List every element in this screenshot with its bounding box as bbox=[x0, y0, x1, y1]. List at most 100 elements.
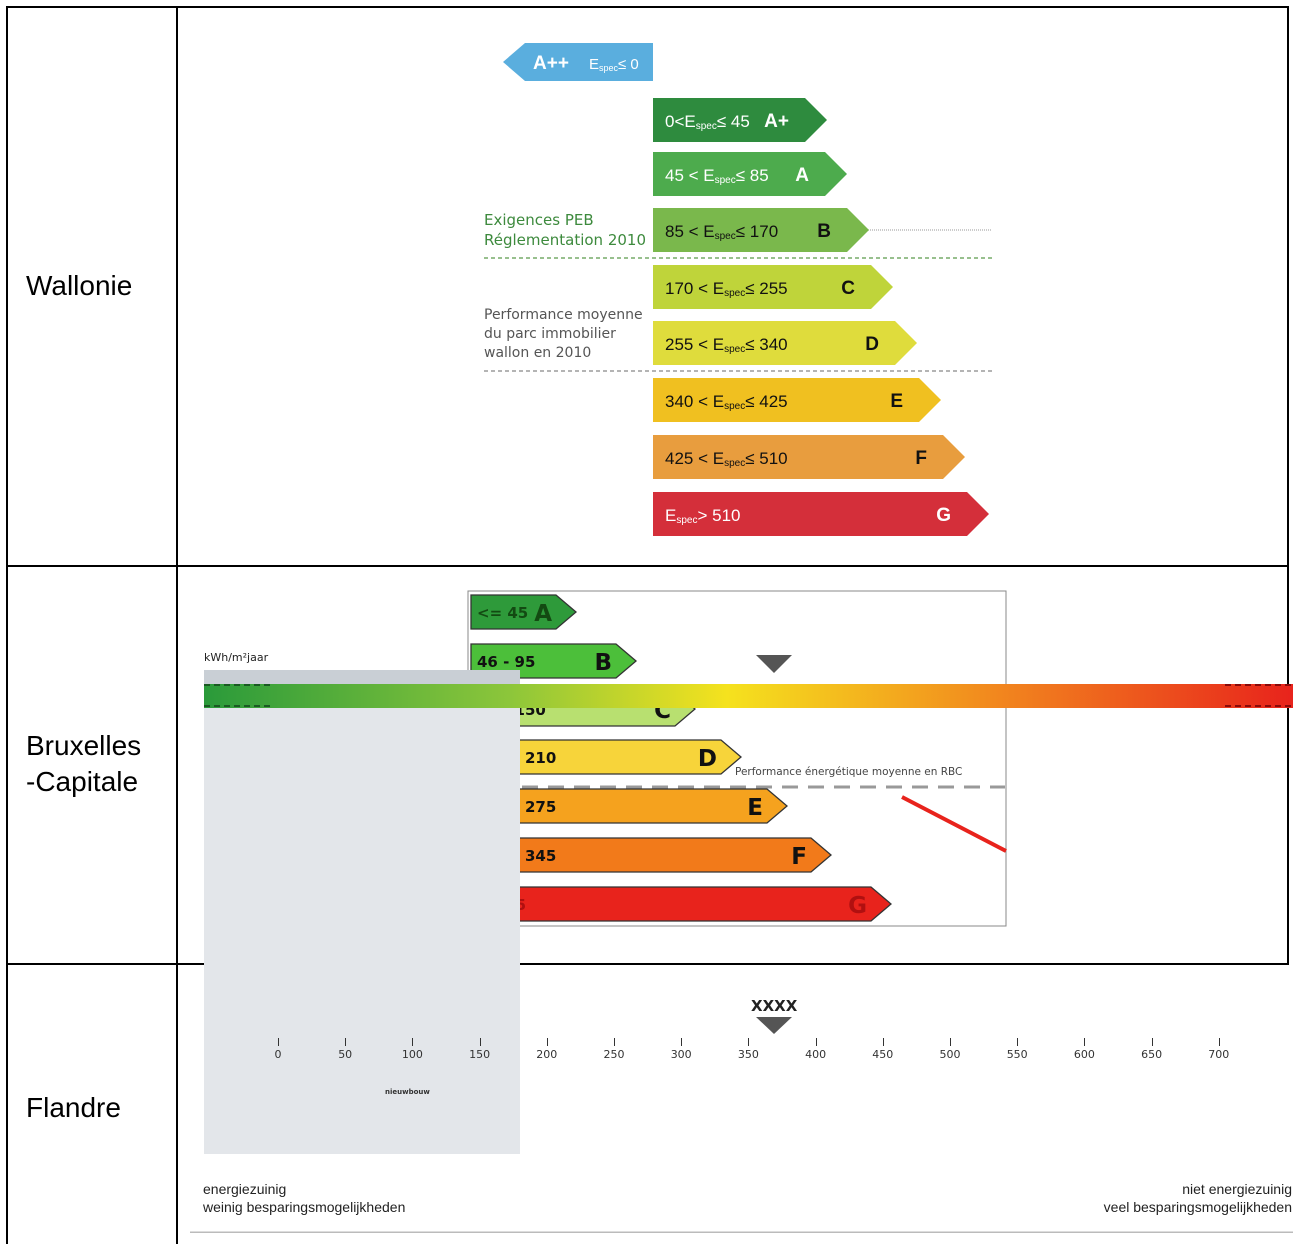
flandre-tick-mark bbox=[882, 1038, 884, 1046]
flandre-tick-label: 0 bbox=[274, 1048, 282, 1061]
table-border-mid bbox=[176, 6, 178, 1244]
flandre-tick-label: 550 bbox=[1006, 1048, 1028, 1061]
flandre-right-caption-line2: veel besparingsmogelijkheden bbox=[1103, 1199, 1292, 1215]
flandre-tick-mark bbox=[950, 1038, 951, 1046]
wallonie-class-b: 85 < Espec≤ 170 B bbox=[653, 208, 869, 252]
flandre-nieuwbouw-label: nieuwbouw bbox=[385, 1088, 430, 1096]
flandre-tick-label: 500 bbox=[939, 1048, 961, 1061]
flandre-grey-header bbox=[204, 670, 520, 684]
flandre-tick-mark bbox=[1017, 1038, 1019, 1046]
wallonie-annotation-perf: Performance moyenne du parc immobilier w… bbox=[484, 306, 643, 363]
flandre-marker-arrow bbox=[756, 1017, 792, 1034]
flandre-unit-label: kWh/m²jaar bbox=[204, 651, 269, 664]
wallonie-annotation-peb-line1: Exigences PEB bbox=[484, 211, 594, 229]
wallonie-energy-chart: A++ Espec≤ 0 0<Espec≤ 45 A+ 45 < Espec≤ 85 A 8… bbox=[484, 43, 992, 536]
flandre-tick-label: 650 bbox=[1141, 1048, 1163, 1061]
flandre-tick-label: 250 bbox=[603, 1048, 625, 1061]
flandre-tick-mark bbox=[681, 1038, 683, 1046]
wallonie-class-arrow bbox=[503, 43, 653, 81]
flandre-left-caption: energiezuinig weinig besparingsmogelijkh… bbox=[203, 1180, 405, 1216]
flandre-tick-mark bbox=[479, 1038, 481, 1046]
flandre-tick-label: 450 bbox=[872, 1048, 894, 1061]
wallonie-annotation-peb: Exigences PEB Réglementation 2010 bbox=[484, 210, 646, 250]
flandre-marker-label: XXXX bbox=[751, 997, 798, 1015]
wallonie-class-label: G bbox=[936, 505, 951, 526]
bruxelles-class-arrow bbox=[470, 594, 578, 630]
wallonie-class-label: A bbox=[795, 165, 809, 186]
wallonie-annotation-perf-line1: Performance moyenne bbox=[484, 307, 643, 323]
bruxelles-class-a: <= 45 A bbox=[470, 594, 578, 630]
table-border-left bbox=[6, 6, 8, 1244]
flandre-tick-mark bbox=[278, 1038, 279, 1046]
flandre-tick-mark bbox=[1218, 1038, 1220, 1046]
flandre-tick-label: 600 bbox=[1073, 1048, 1095, 1061]
bruxelles-red-trend-line bbox=[901, 795, 1007, 853]
wallonie-class-range: 340 < Espec≤ 425 bbox=[665, 392, 788, 412]
wallonie-class-range: 45 < Espec≤ 85 bbox=[665, 166, 769, 186]
wallonie-class-arrow bbox=[653, 492, 989, 536]
flandre-right-caption-line1: niet energiezuinig bbox=[1182, 1181, 1292, 1197]
wallonie-annotation-peb-line2: Réglementation 2010 bbox=[484, 231, 646, 249]
flandre-left-caption-line2: weinig besparingsmogelijkheden bbox=[203, 1199, 406, 1215]
wallonie-class-arrow bbox=[653, 435, 965, 479]
region-label-bruxelles: Bruxelles -Capitale bbox=[26, 728, 141, 800]
bruxelles-class-range: 46 - 95 bbox=[477, 653, 535, 671]
flandre-tick-label: 350 bbox=[737, 1048, 759, 1061]
wallonie-class-c: 170 < Espec≤ 255 C bbox=[653, 265, 893, 309]
flandre-tick-mark bbox=[748, 1038, 750, 1046]
flandre-tick-mark bbox=[1084, 1038, 1086, 1046]
table-border-top bbox=[6, 6, 1289, 8]
wallonie-class-a: 45 < Espec≤ 85 A bbox=[653, 152, 847, 196]
wallonie-class-label: B bbox=[817, 221, 831, 242]
bruxelles-average-label: Performance énergétique moyenne en RBC bbox=[735, 766, 963, 778]
wallonie-class-label: D bbox=[865, 334, 879, 355]
wallonie-class-range: 0<Espec≤ 45 bbox=[665, 112, 750, 132]
wallonie-class-range: 425 < Espec≤ 510 bbox=[665, 449, 788, 469]
flandre-tick-mark bbox=[1151, 1038, 1153, 1046]
wallonie-class-range: Espec> 510 bbox=[665, 506, 740, 526]
region-label-wallonie: Wallonie bbox=[26, 270, 133, 301]
wallonie-class-arrow bbox=[653, 321, 917, 365]
bruxelles-class-label: A bbox=[534, 601, 552, 627]
flandre-tick-label: 300 bbox=[670, 1048, 692, 1061]
flandre-marker-triangle bbox=[756, 655, 792, 673]
flandre-tick-label: 50 bbox=[338, 1048, 353, 1061]
flandre-tick-label: 100 bbox=[401, 1048, 423, 1061]
flandre-tick-mark bbox=[345, 1038, 347, 1046]
bruxelles-class-label: F bbox=[791, 844, 807, 870]
bruxelles-class-label: G bbox=[848, 893, 867, 919]
wallonie-class-e: 340 < Espec≤ 425 E bbox=[653, 378, 941, 422]
flandre-tick-mark bbox=[412, 1038, 414, 1046]
wallonie-class-arrow bbox=[653, 208, 869, 252]
table-border-right bbox=[1287, 6, 1289, 965]
wallonie-class-range: 85 < Espec≤ 170 bbox=[665, 222, 778, 242]
flandre-bottom-line bbox=[190, 1232, 1293, 1233]
wallonie-class-f: 425 < Espec≤ 510 F bbox=[653, 435, 965, 479]
flandre-tick-mark bbox=[546, 1038, 548, 1046]
region-label-flandre: Flandre bbox=[26, 1092, 121, 1123]
flandre-gradient-bar-overlay bbox=[204, 684, 1293, 708]
wallonie-class-range: 170 < Espec≤ 255 bbox=[665, 279, 788, 299]
flandre-dash-lt bbox=[204, 684, 270, 686]
bruxelles-class-label: D bbox=[698, 746, 717, 772]
wallonie-class-arrow bbox=[653, 152, 847, 196]
wallonie-class-label: A+ bbox=[764, 111, 789, 132]
flandre-dash-rb bbox=[1225, 705, 1291, 707]
wallonie-class-arrow bbox=[653, 98, 827, 142]
bruxelles-class-b: 46 - 95 B bbox=[470, 643, 638, 679]
wallonie-class-label: E bbox=[890, 391, 903, 412]
region-label-bruxelles-line1: Bruxelles bbox=[26, 730, 142, 761]
wallonie-class-arrow bbox=[653, 265, 893, 309]
wallonie-annotation-perf-line2: du parc immobilier bbox=[484, 326, 616, 342]
flandre-left-caption-line1: energiezuinig bbox=[203, 1181, 287, 1197]
wallonie-class-label: C bbox=[841, 278, 855, 299]
flandre-dash-lb bbox=[204, 705, 270, 707]
flandre-right-caption: niet energiezuinig veel besparingsmogeli… bbox=[1104, 1180, 1292, 1216]
wallonie-class-g: Espec> 510 G bbox=[653, 492, 989, 536]
flandre-tick-label: 200 bbox=[536, 1048, 558, 1061]
bruxelles-class-label: E bbox=[747, 795, 763, 821]
wallonie-class-d: 255 < Espec≤ 340 D bbox=[653, 321, 917, 365]
flandre-grey-panel bbox=[204, 708, 520, 1154]
wallonie-class-aplus: 0<Espec≤ 45 A+ bbox=[653, 98, 827, 142]
